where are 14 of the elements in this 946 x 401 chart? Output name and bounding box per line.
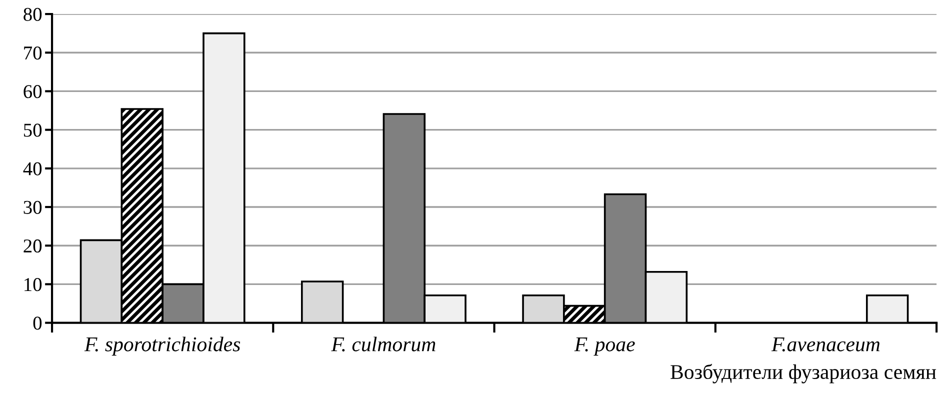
y-tick-label: 80 <box>24 8 42 21</box>
x-tick-label: F. poae <box>574 338 635 356</box>
y-tick-label: 10 <box>24 278 42 292</box>
x-tick-label: F.avenaceum <box>771 338 880 352</box>
x-tick-label: F. sporotrichioides <box>84 336 240 356</box>
y-tick-label: 0 <box>33 316 42 330</box>
x-tick-label: F. culmorum <box>331 336 436 352</box>
y-tick-label: 50 <box>24 124 42 137</box>
y-tick-label: 70 <box>24 46 42 60</box>
x-axis-title: Возбудители фузариоза семян <box>670 364 936 384</box>
y-tick-label: 60 <box>24 85 42 98</box>
y-tick-label: 20 <box>24 239 42 253</box>
y-tick-label: 30 <box>24 200 42 214</box>
y-tick-label: 40 <box>23 162 42 176</box>
